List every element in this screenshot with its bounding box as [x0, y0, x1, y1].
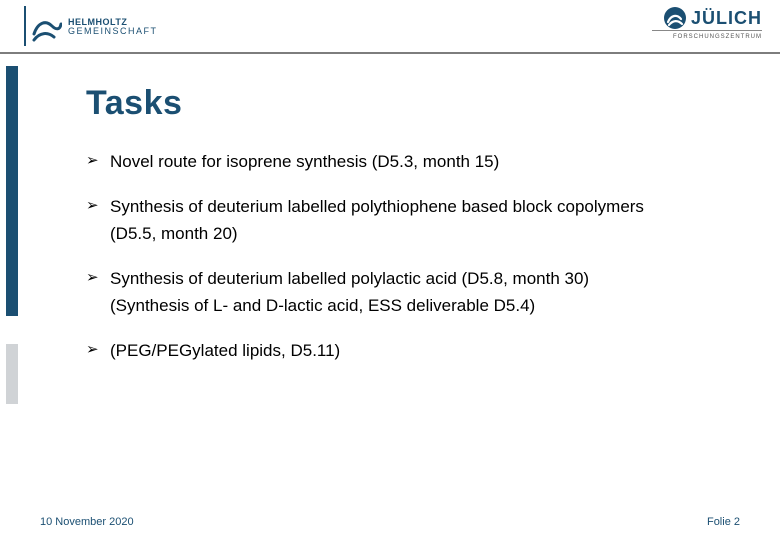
- page-title: Tasks: [86, 84, 750, 123]
- helmholtz-side-rule: [24, 6, 26, 46]
- helmholtz-line2: GEMEINSCHAFT: [68, 27, 158, 36]
- bullet-subline: (D5.5, month 20): [110, 223, 750, 246]
- bullet-subline: (Synthesis of L- and D-lactic acid, ESS …: [110, 295, 750, 318]
- helmholtz-icon: [32, 12, 62, 42]
- list-item: (PEG/PEGylated lipids, D5.11): [86, 340, 750, 363]
- left-rail: [0, 54, 30, 540]
- footer-page: Folie 2: [707, 516, 740, 528]
- bullet-text: Synthesis of deuterium labelled polythio…: [110, 197, 644, 216]
- julich-rule: [652, 30, 762, 31]
- julich-logo: JÜLICH: [663, 6, 762, 30]
- rail-light: [6, 344, 18, 404]
- header: HELMHOLTZ GEMEINSCHAFT JÜLICH FORSCHUNGS…: [0, 0, 780, 54]
- footer: 10 November 2020 Folie 2: [40, 516, 740, 528]
- list-item: Novel route for isoprene synthesis (D5.3…: [86, 151, 750, 174]
- bullet-text: Synthesis of deuterium labelled polylact…: [110, 269, 589, 288]
- helmholtz-logo: HELMHOLTZ GEMEINSCHAFT: [32, 6, 158, 48]
- list-item: Synthesis of deuterium labelled polylact…: [86, 268, 750, 318]
- slide: HELMHOLTZ GEMEINSCHAFT JÜLICH FORSCHUNGS…: [0, 0, 780, 540]
- content: Tasks Novel route for isoprene synthesis…: [86, 84, 750, 490]
- list-item: Synthesis of deuterium labelled polythio…: [86, 196, 750, 246]
- julich-icon: [663, 6, 687, 30]
- bullet-list: Novel route for isoprene synthesis (D5.3…: [86, 151, 750, 363]
- bullet-text: (PEG/PEGylated lipids, D5.11): [110, 341, 340, 360]
- bullet-text: Novel route for isoprene synthesis (D5.3…: [110, 152, 499, 171]
- header-rule: [0, 52, 780, 54]
- helmholtz-text: HELMHOLTZ GEMEINSCHAFT: [68, 18, 158, 37]
- footer-date: 10 November 2020: [40, 516, 134, 528]
- rail-dark: [6, 66, 18, 316]
- julich-sub: FORSCHUNGSZENTRUM: [673, 34, 762, 40]
- julich-name: JÜLICH: [691, 9, 762, 27]
